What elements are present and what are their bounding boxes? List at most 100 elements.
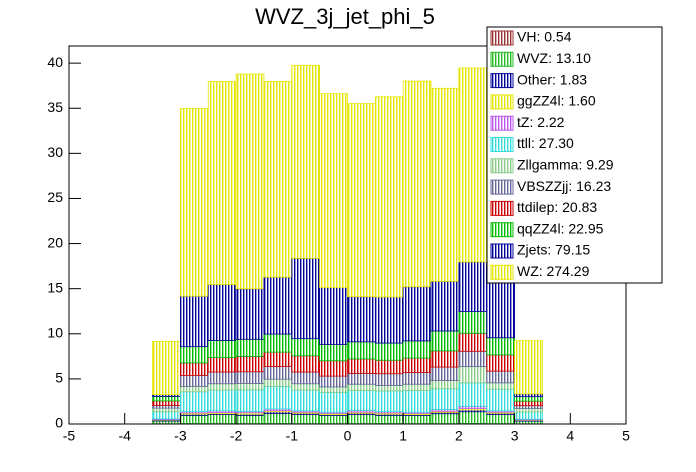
legend-label: WVZ: 13.10	[517, 50, 591, 66]
legend-label: ttdilep: 20.83	[517, 199, 597, 215]
legend-swatch	[490, 243, 514, 259]
bar-segment	[347, 341, 376, 360]
x-tick-label: -4	[118, 428, 131, 444]
bar-segment	[458, 67, 488, 263]
legend-label: ttll: 27.30	[517, 135, 574, 151]
legend-label: tZ: 2.22	[517, 114, 565, 130]
bar-segment	[263, 333, 293, 353]
y-tick-label: 30	[47, 144, 63, 160]
bar-segment	[514, 396, 543, 402]
legend-label: WZ: 274.29	[517, 263, 590, 279]
bar-segment	[207, 81, 237, 285]
bar-segment	[235, 371, 265, 384]
bar-segment	[291, 64, 321, 259]
y-tick-label: 0	[55, 415, 63, 431]
bar-segment	[347, 390, 376, 411]
bar-segment	[291, 371, 321, 385]
bar-segment	[514, 411, 543, 420]
bar-segment	[347, 296, 376, 343]
legend: VH: 0.54 WVZ: 13.10 Other: 1.83 ggZZ4l: 1.6…	[486, 26, 663, 284]
bar-segment	[179, 415, 209, 424]
bar-segment	[402, 383, 432, 391]
bar-segment	[179, 108, 209, 297]
bar-segment	[319, 93, 348, 289]
bar-segment	[263, 413, 293, 424]
bar-segment	[235, 415, 265, 425]
bar-segment	[152, 405, 181, 409]
legend-label: VH: 0.54	[517, 29, 572, 45]
bar-segment	[430, 413, 460, 425]
bar-segment	[319, 360, 348, 377]
legend-swatch	[490, 137, 514, 152]
bar-segment	[291, 383, 321, 391]
legend-swatch	[490, 115, 514, 131]
bar-segment	[458, 350, 488, 368]
bar-segment	[179, 346, 209, 364]
bar-segment	[430, 280, 460, 332]
legend-swatch	[490, 264, 514, 280]
bar-segment	[402, 372, 432, 385]
bar-segment	[179, 375, 209, 387]
bar-segment	[514, 407, 543, 413]
bar-segment	[347, 358, 376, 374]
bar-segment	[374, 96, 404, 298]
bar-segment	[374, 296, 404, 344]
bar-segment	[347, 372, 376, 385]
bar-segment	[235, 383, 265, 391]
bar-segment	[514, 400, 543, 407]
bar-segment	[207, 414, 237, 425]
bar-segment	[319, 386, 348, 393]
x-tick-label: -1	[286, 428, 299, 444]
bar-segment	[430, 330, 460, 352]
bar-segment	[291, 355, 321, 373]
bar-segment	[374, 385, 404, 392]
legend-swatch	[490, 222, 514, 238]
bar-segment	[152, 411, 181, 420]
y-tick-label: 20	[47, 234, 63, 250]
bar-segment	[152, 340, 181, 395]
bar-segment	[430, 388, 460, 410]
bar-segment	[235, 73, 265, 290]
bar-segment	[152, 395, 181, 402]
bar-segment	[430, 380, 460, 390]
legend-label: qqZZ4l: 22.95	[517, 220, 604, 236]
bar-segment	[458, 382, 488, 407]
bar-segment	[486, 382, 516, 390]
bar-segment	[152, 420, 181, 425]
y-tick-label: 5	[55, 370, 63, 386]
bar-segment	[486, 354, 516, 372]
legend-label: ggZZ4l: 1.60	[517, 93, 596, 109]
legend-box	[486, 26, 663, 284]
bar-segment	[347, 103, 376, 298]
bar-segment	[319, 375, 348, 388]
bar-segment	[347, 414, 376, 425]
bar-segment	[319, 415, 348, 425]
bar-segment	[263, 276, 293, 335]
bar-segment	[458, 332, 488, 352]
bar-segment	[486, 388, 516, 412]
bar-segment	[402, 357, 432, 373]
legend-label: Zllgamma: 9.29	[517, 157, 614, 173]
legend-swatch	[490, 51, 514, 67]
legend-label: VBSZZjj: 16.23	[517, 178, 611, 194]
x-tick-label: 5	[622, 428, 630, 444]
bar-segment	[319, 391, 348, 413]
x-tick-label: 4	[566, 428, 574, 444]
bar-segment	[207, 389, 237, 412]
bar-segment	[374, 373, 404, 386]
bar-segment	[263, 378, 293, 387]
y-tick-label: 15	[47, 279, 63, 295]
bar-segment	[179, 362, 209, 376]
bar-segment	[319, 344, 348, 362]
bar-segment	[430, 350, 460, 368]
x-tick-label: -2	[230, 428, 243, 444]
bar-segment	[402, 80, 432, 288]
bar-segment	[319, 287, 348, 345]
legend-swatch	[490, 30, 514, 46]
bar-segment	[430, 87, 460, 282]
bar-segment	[514, 393, 543, 398]
bar-segment	[152, 400, 181, 406]
bar-segment	[486, 370, 516, 384]
bar-segment	[486, 337, 516, 356]
bar-segment	[514, 420, 543, 425]
